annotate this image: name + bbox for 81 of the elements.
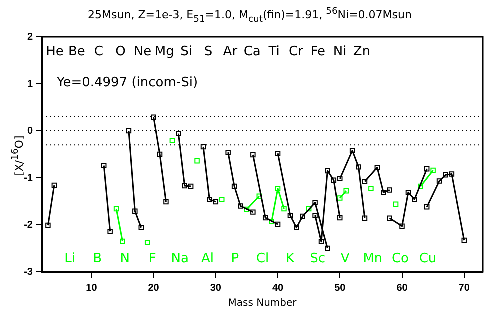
point — [325, 246, 330, 252]
point — [300, 214, 306, 220]
point — [262, 215, 268, 221]
x-tick-label: 10 — [86, 282, 98, 294]
point — [275, 222, 281, 228]
x-axis-title: Mass Number — [227, 298, 298, 309]
point — [374, 165, 380, 170]
point — [430, 168, 436, 174]
point — [331, 178, 337, 183]
point — [282, 206, 287, 212]
point — [275, 150, 281, 156]
x-tick-label: 20 — [148, 282, 160, 294]
point — [250, 152, 256, 158]
chart-title: 25Msun, Z=1e-3, E$_{51}$=1.0, M$_{cut}$(fin)=1.91, $^{56}$Ni=0.07Msun — [87, 6, 413, 25]
point — [164, 199, 169, 205]
x-tick-label: 50 — [334, 282, 346, 294]
point — [436, 178, 442, 184]
point — [132, 208, 138, 214]
x-tick-label: 40 — [272, 282, 284, 294]
point — [412, 197, 418, 202]
x-tick-label: 30 — [210, 282, 222, 294]
point — [400, 224, 405, 230]
point — [188, 184, 194, 190]
y-tick-label: 2 — [27, 32, 34, 43]
y-tick-label: -1 — [24, 172, 34, 184]
point — [344, 188, 349, 194]
point — [424, 204, 430, 210]
point — [362, 216, 368, 222]
point — [381, 190, 386, 196]
point — [443, 172, 448, 178]
point — [338, 215, 343, 221]
point — [182, 183, 188, 189]
point — [406, 190, 412, 196]
point — [325, 168, 330, 174]
y-tick-label: -3 — [24, 266, 34, 278]
y-tick-label: 1 — [27, 78, 34, 90]
x-tick-label: 70 — [458, 282, 470, 294]
point — [288, 212, 294, 218]
point — [52, 182, 58, 188]
point — [269, 219, 274, 224]
point — [213, 199, 219, 205]
point — [338, 196, 343, 201]
point — [114, 206, 120, 212]
text: Li B N F Na Al P Cl K Sc V Mn Co Cu — [64, 251, 437, 266]
y-tick-label: 0 — [27, 126, 34, 137]
point — [226, 150, 231, 156]
point — [362, 179, 368, 184]
point — [462, 238, 467, 244]
point — [232, 184, 238, 190]
point — [294, 225, 300, 230]
point — [350, 148, 356, 154]
point — [256, 194, 262, 199]
x-tick-label: 60 — [396, 282, 408, 294]
text: He Be C O Ne Mg Si S Ar Ca Ti Cr Fe Ni Zn — [46, 44, 371, 60]
point — [418, 184, 424, 190]
point — [387, 216, 392, 222]
point — [157, 152, 163, 158]
point — [424, 166, 430, 172]
point — [312, 200, 318, 206]
point — [151, 114, 156, 120]
y-tick-label: -2 — [24, 220, 34, 231]
point — [101, 163, 107, 168]
point — [108, 228, 113, 234]
annotation: Ye=0.4997 (incom-Si) — [56, 75, 198, 90]
point — [176, 131, 182, 136]
point — [250, 210, 256, 215]
point — [275, 186, 281, 192]
point — [356, 164, 362, 170]
point — [387, 188, 392, 193]
point — [318, 239, 324, 245]
point — [200, 144, 206, 150]
point — [126, 128, 132, 134]
point — [449, 172, 455, 177]
point — [244, 206, 250, 212]
point — [338, 176, 343, 182]
point — [238, 204, 244, 209]
point — [138, 225, 144, 230]
point — [207, 197, 212, 202]
point — [46, 222, 51, 228]
point — [312, 212, 318, 218]
point — [120, 238, 126, 244]
